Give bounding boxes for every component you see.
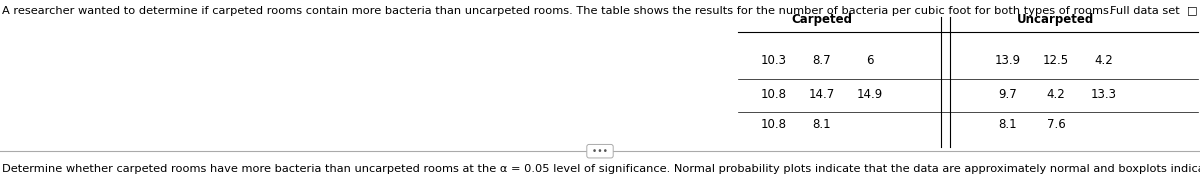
Text: Determine whether carpeted rooms have more bacteria than uncarpeted rooms at the: Determine whether carpeted rooms have mo… xyxy=(2,164,1200,174)
Text: 13.9: 13.9 xyxy=(995,54,1021,67)
Text: 10.3: 10.3 xyxy=(761,54,787,67)
Text: 4.2: 4.2 xyxy=(1094,54,1114,67)
Text: 8.1: 8.1 xyxy=(998,118,1018,131)
Text: 14.9: 14.9 xyxy=(857,88,883,101)
Text: 4.2: 4.2 xyxy=(1046,88,1066,101)
Text: 7.6: 7.6 xyxy=(1046,118,1066,131)
Text: 10.8: 10.8 xyxy=(761,88,787,101)
Text: Carpeted: Carpeted xyxy=(792,13,852,26)
Text: A researcher wanted to determine if carpeted rooms contain more bacteria than un: A researcher wanted to determine if carp… xyxy=(2,6,1112,16)
Text: 12.5: 12.5 xyxy=(1043,54,1069,67)
Text: 8.7: 8.7 xyxy=(812,54,832,67)
Text: 8.1: 8.1 xyxy=(812,118,832,131)
Text: Full data set  □: Full data set □ xyxy=(1110,6,1198,16)
Text: 6: 6 xyxy=(866,54,874,67)
Text: 14.7: 14.7 xyxy=(809,88,835,101)
Text: •••: ••• xyxy=(589,147,611,156)
Text: 10.8: 10.8 xyxy=(761,118,787,131)
Text: 9.7: 9.7 xyxy=(998,88,1018,101)
Text: 13.3: 13.3 xyxy=(1091,88,1117,101)
Text: Uncarpeted: Uncarpeted xyxy=(1018,13,1094,26)
